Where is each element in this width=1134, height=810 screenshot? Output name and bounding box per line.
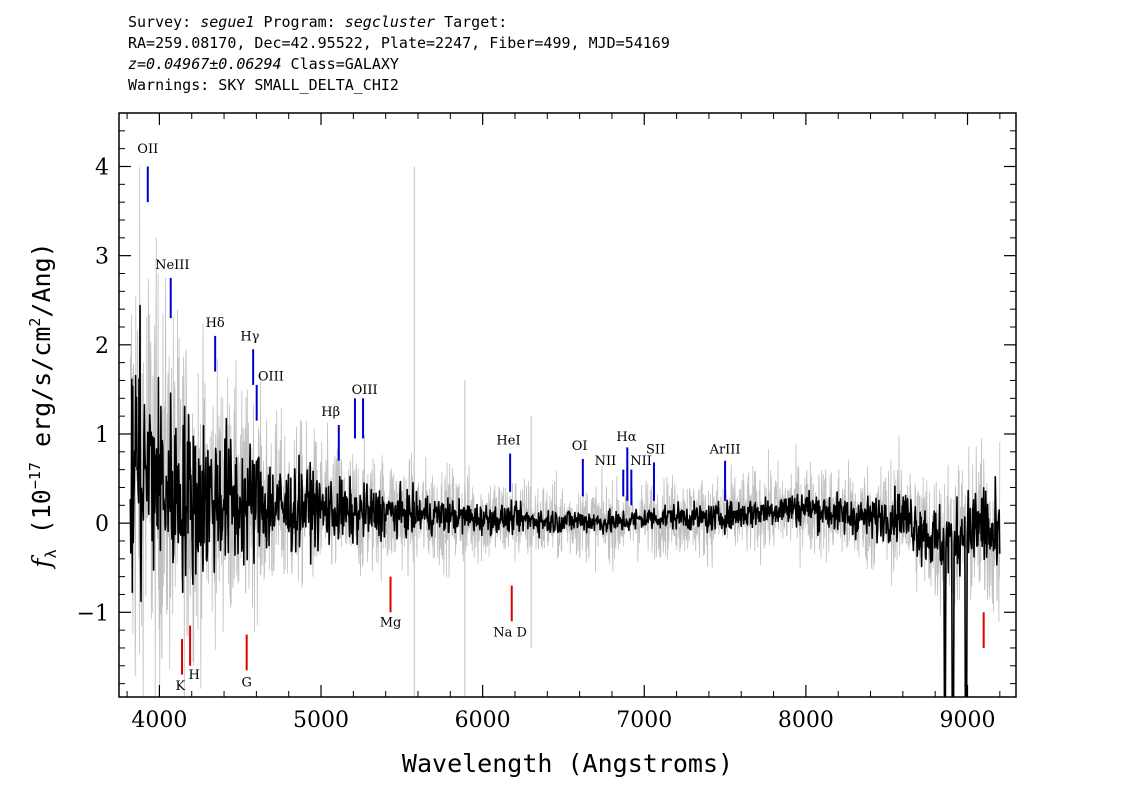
emission-line-label: ArIII	[709, 443, 741, 458]
y-title-post: /Ang)	[27, 242, 56, 317]
absorption-line-label: K	[176, 679, 186, 694]
emission-line-label: OII	[137, 142, 158, 157]
target-label: Target:	[435, 13, 508, 31]
y-title-pre: (10	[27, 489, 56, 549]
y-tick-label: 3	[95, 245, 109, 270]
class-value: Class=GALAXY	[281, 55, 399, 73]
emission-line-label: NII	[595, 454, 617, 469]
error-spectrum-trace	[129, 167, 1001, 697]
y-title-mid: erg/s/cm	[27, 327, 56, 462]
survey-prefix: Survey:	[128, 13, 201, 31]
plot-header: Survey: segue1 Program: segcluster Targe…	[128, 12, 670, 96]
x-tick-label: 9000	[940, 708, 996, 733]
redshift-value: z=0.04967±0.06294	[128, 55, 282, 73]
y-tick-label: −1	[77, 601, 109, 626]
x-tick-label: 7000	[616, 708, 672, 733]
flux-spectrum	[129, 304, 1001, 697]
x-tick-label: 8000	[778, 708, 834, 733]
y-title-sub: λ	[42, 549, 60, 558]
emission-line-label: SII	[646, 443, 665, 458]
y-title-exp2: 2	[26, 318, 44, 327]
x-axis-title: Wavelength (Angstroms)	[402, 749, 733, 778]
y-title-f: f	[27, 555, 56, 570]
survey-name: segue1	[200, 13, 255, 31]
absorption-line-label: Mg	[380, 616, 402, 631]
redshift-line: z=0.04967±0.06294 Class=GALAXY	[128, 54, 670, 75]
emission-line-label: OIII	[258, 369, 284, 384]
coordinates-line: RA=259.08170, Dec=42.95522, Plate=2247, …	[128, 34, 670, 52]
emission-line-label: OI	[572, 439, 588, 454]
emission-line-label: Hβ	[321, 405, 340, 420]
absorption-line-label: H	[188, 668, 199, 683]
y-tick-label: 1	[95, 423, 109, 448]
emission-line-label: HeI	[496, 434, 520, 449]
y-tick-label: 4	[95, 155, 109, 180]
plot-frame	[118, 112, 1017, 698]
y-title-exp1: −17	[26, 462, 44, 489]
absorption-line-label: Na D	[493, 625, 527, 640]
emission-line-label: NeIII	[155, 258, 189, 273]
x-tick-label: 5000	[293, 708, 349, 733]
error-spectrum	[129, 166, 1001, 697]
emission-line-label: Hδ	[206, 316, 225, 331]
emission-line-label: NII	[630, 454, 652, 469]
axis-ticks: 4000 5000 6000 7000 8000 9000 −1 0 1 2 3 4	[77, 113, 1016, 733]
x-tick-label: 4000	[131, 708, 187, 733]
emission-line-label: Hγ	[240, 329, 259, 344]
emission-line-label: Hα	[616, 430, 636, 445]
program-name: segcluster	[344, 13, 436, 31]
y-tick-label: 2	[95, 334, 109, 359]
warnings-line: Warnings: SKY SMALL_DELTA_CHI2	[128, 76, 399, 94]
x-tick-label: 6000	[455, 708, 511, 733]
y-tick-label: 0	[95, 512, 109, 537]
y-axis-title: fλ (10−17 erg/s/cm2/Ang)	[26, 242, 60, 569]
flux-spectrum-trace	[129, 304, 1001, 697]
survey-line: Survey: segue1 Program: segcluster Targe…	[128, 12, 670, 33]
absorption-line-label: G	[241, 675, 251, 690]
emission-line-label: OIII	[352, 383, 378, 398]
program-prefix: Program:	[254, 13, 345, 31]
